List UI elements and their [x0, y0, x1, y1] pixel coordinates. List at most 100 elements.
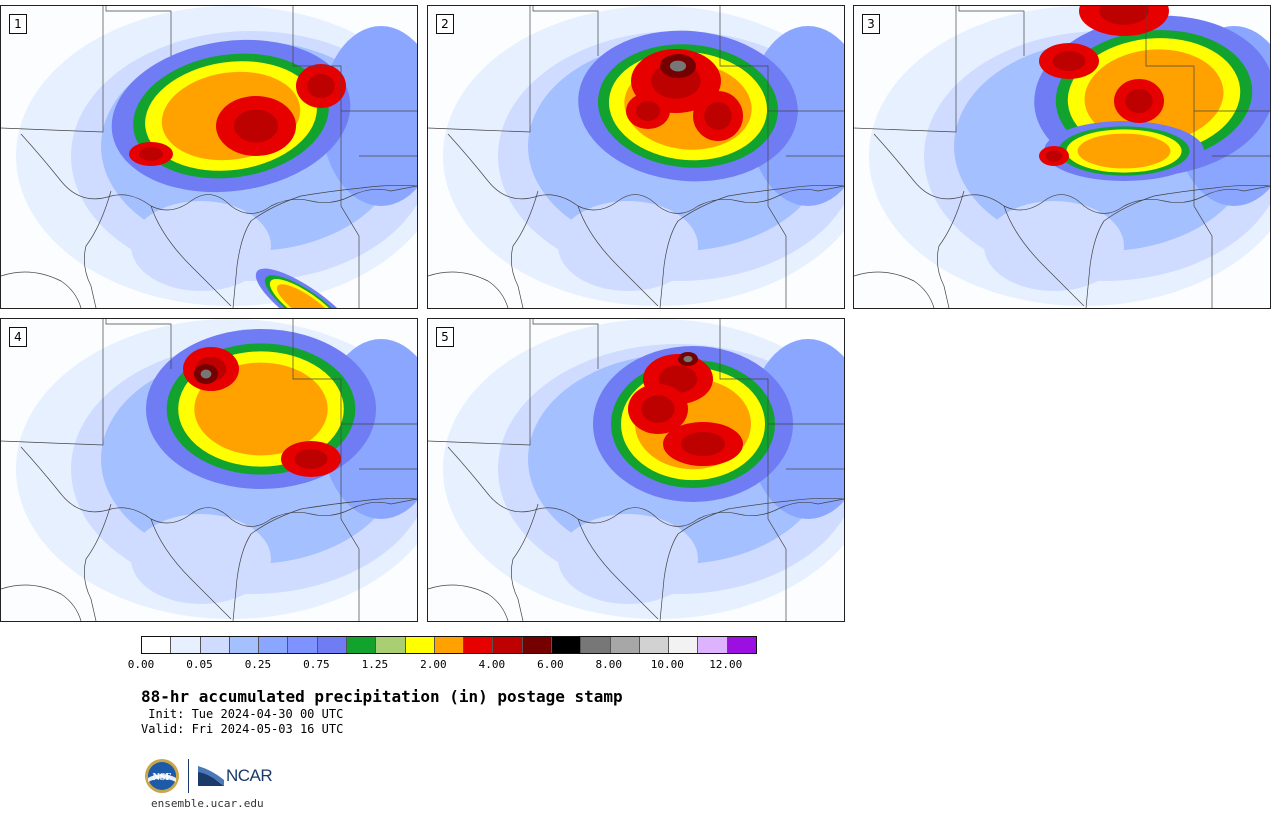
state-border [292, 319, 360, 621]
precip-area [683, 355, 693, 363]
precip-area [558, 201, 698, 291]
precip-area [1045, 150, 1063, 162]
site-url: ensemble.ucar.edu [151, 797, 264, 810]
state-border [447, 446, 844, 527]
color-swatch [316, 637, 346, 653]
precip-area [704, 102, 732, 130]
color-swatch [521, 637, 551, 653]
ncar-mark-icon [198, 766, 224, 786]
color-swatch [638, 637, 669, 653]
color-scale-label: 0.00 [127, 658, 155, 671]
color-swatch [492, 637, 522, 653]
precip-area [681, 431, 725, 457]
precip-map [428, 6, 844, 308]
color-swatch [404, 637, 434, 653]
state-border [873, 133, 1270, 214]
state-border [659, 184, 844, 308]
logos: NSF NCAR [144, 757, 273, 795]
state-border [719, 6, 787, 308]
color-swatch [258, 637, 288, 653]
precip-area [131, 201, 271, 291]
map-panel-2: 2 [427, 5, 845, 309]
precip-area [200, 369, 212, 379]
precip-area [984, 201, 1124, 291]
precip-area [1099, 6, 1149, 25]
precip-map [1, 319, 417, 621]
ncar-logo-text: NCAR [226, 766, 273, 785]
figure-title: 88-hr accumulated precipitation (in) pos… [141, 687, 623, 706]
init-time: Init: Tue 2024-04-30 00 UTC [141, 707, 344, 721]
precip-area [294, 449, 328, 469]
precip-area [1052, 51, 1086, 71]
state-border [232, 184, 417, 308]
state-border [1, 6, 104, 133]
precip-area [276, 284, 336, 308]
valid-time: Valid: Fri 2024-05-03 16 UTC [141, 722, 344, 736]
state-border [1085, 184, 1270, 308]
state-border [150, 518, 232, 620]
precip-map [428, 319, 844, 621]
color-swatch [609, 637, 639, 653]
color-swatch [580, 637, 610, 653]
state-border [105, 319, 172, 369]
nsf-logo-icon: NSF [145, 759, 179, 793]
state-border [1, 584, 82, 621]
precip-area [1077, 133, 1171, 169]
color-swatch [287, 637, 317, 653]
precip-area [635, 101, 661, 121]
color-scale-label: 8.00 [595, 658, 623, 671]
state-border [292, 6, 360, 308]
precip-area [131, 514, 271, 604]
state-border [1145, 6, 1213, 308]
state-border [532, 6, 599, 56]
color-swatch [433, 637, 464, 653]
state-border [447, 133, 844, 214]
precip-area [558, 514, 698, 604]
color-scale-label: 0.75 [303, 658, 330, 671]
logo-divider [188, 759, 189, 793]
state-border [958, 6, 1025, 56]
state-border [1003, 205, 1085, 307]
map-panel-5: 5 [427, 318, 845, 622]
panel-number: 3 [862, 14, 880, 34]
color-scale-label: 2.00 [420, 658, 447, 671]
color-swatch [463, 637, 493, 653]
state-border [937, 190, 965, 308]
color-swatch [726, 637, 756, 653]
color-scale-label: 0.05 [186, 658, 213, 671]
state-border [1, 271, 82, 308]
precip-area [321, 26, 417, 206]
color-scale-label: 10.00 [650, 658, 684, 671]
state-border [428, 319, 531, 446]
state-border [854, 6, 957, 133]
precip-area [138, 147, 164, 161]
color-swatch [199, 637, 229, 653]
map-panel-4: 4 [0, 318, 418, 622]
state-border [511, 503, 539, 621]
color-swatch [228, 637, 259, 653]
color-swatch [697, 637, 727, 653]
panel-number: 5 [436, 327, 454, 347]
state-border [232, 497, 417, 621]
nsf-logo-text: NSF [153, 772, 172, 783]
color-swatch [345, 637, 376, 653]
state-border [150, 205, 232, 307]
precip-area [307, 73, 335, 99]
color-scale-label: 0.25 [244, 658, 272, 671]
panel-number: 1 [9, 14, 27, 34]
panel-number: 4 [9, 327, 27, 347]
color-scale-label: 12.00 [709, 658, 743, 671]
state-border [511, 190, 539, 308]
state-border [84, 190, 112, 308]
state-border [428, 271, 509, 308]
panel-number: 2 [436, 14, 454, 34]
state-border [719, 319, 787, 621]
color-scale-labels: 0.00 0.05 0.25 0.75 1.25 2.00 4.00 6.00 8.00 10.0… [128, 658, 757, 672]
map-panel-1: 1 [0, 5, 418, 309]
color-swatch [142, 637, 171, 653]
color-swatch [550, 637, 581, 653]
precip-area [669, 60, 687, 72]
state-border [577, 518, 659, 620]
state-border [577, 205, 659, 307]
state-border [428, 584, 509, 621]
